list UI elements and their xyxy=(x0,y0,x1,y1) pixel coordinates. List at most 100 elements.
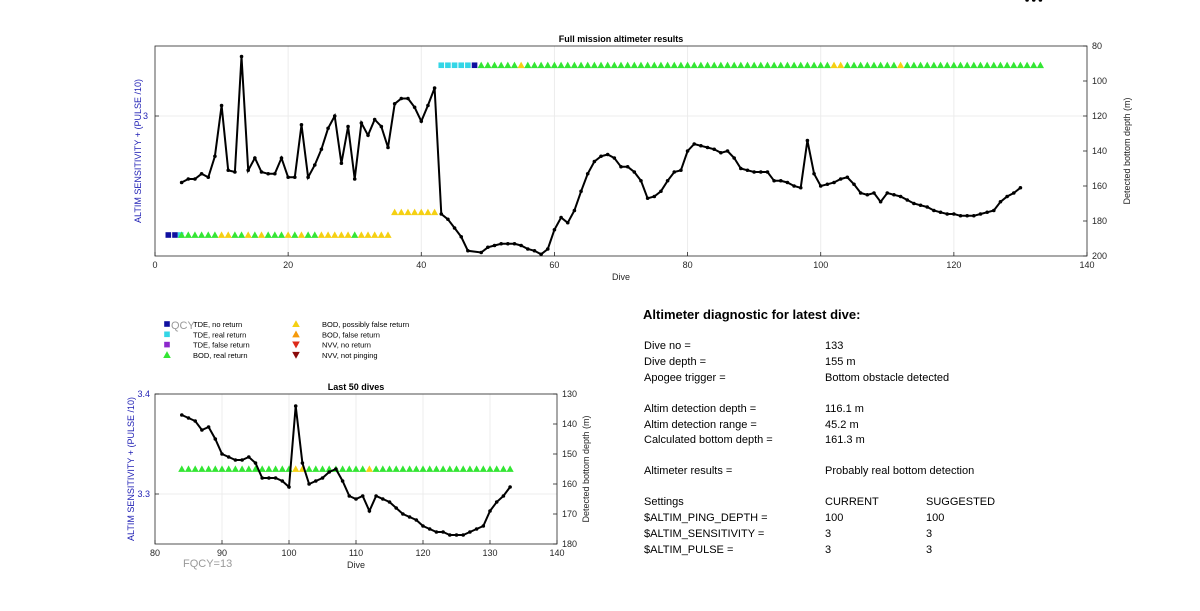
bod-marker xyxy=(506,465,514,472)
depth-point xyxy=(253,156,257,160)
bod-marker xyxy=(318,465,327,472)
bod-marker xyxy=(431,208,439,216)
bod-marker xyxy=(817,61,825,69)
bod-marker xyxy=(284,231,292,238)
x-tick-label: 80 xyxy=(683,260,693,270)
depth-point xyxy=(179,180,184,185)
bod-marker xyxy=(224,231,232,238)
bod-marker xyxy=(264,231,272,238)
bod-marker xyxy=(419,465,427,472)
bod-marker xyxy=(664,61,672,69)
legend-label: TDE, real return xyxy=(193,330,246,339)
depth-point xyxy=(719,150,723,155)
y-right-tick-label: 160 xyxy=(1092,181,1107,191)
bod-marker xyxy=(205,465,213,472)
legend-label: BOD, possibly false return xyxy=(322,320,409,329)
depth-point xyxy=(992,208,996,213)
depth-point xyxy=(692,142,697,146)
bod-marker xyxy=(837,61,845,69)
bod-marker xyxy=(877,61,885,69)
depth-point xyxy=(481,524,486,528)
depth-point xyxy=(552,227,557,232)
depth-point xyxy=(233,170,237,174)
depth-point xyxy=(219,103,224,108)
bod-marker xyxy=(424,208,432,216)
depth-point xyxy=(320,476,325,480)
depth-point xyxy=(193,177,197,181)
depth-point xyxy=(772,178,776,183)
depth-point xyxy=(220,452,224,456)
apogee-trigger-label: Apogee trigger = xyxy=(644,372,726,384)
altim-detection-range-label: Altim detection range = xyxy=(644,419,757,431)
bod-marker xyxy=(265,465,273,472)
bod-marker xyxy=(1010,61,1018,69)
bod-marker xyxy=(377,231,385,238)
depth-point xyxy=(394,506,399,510)
bod-marker xyxy=(910,61,918,69)
depth-point xyxy=(327,470,332,474)
bod-marker xyxy=(710,61,718,69)
bod-marker xyxy=(272,465,280,472)
bod-marker xyxy=(723,61,732,69)
depth-point xyxy=(685,149,690,153)
depth-point xyxy=(287,485,291,489)
bod-marker xyxy=(459,465,467,472)
bod-marker xyxy=(564,61,572,69)
depth-point xyxy=(679,168,683,173)
bod-marker xyxy=(763,61,772,69)
depth-point xyxy=(239,54,244,59)
depth-point xyxy=(279,156,284,160)
depth-point xyxy=(845,175,850,180)
bod-marker xyxy=(963,61,971,69)
depth-point xyxy=(226,168,231,173)
bod-marker xyxy=(406,465,414,472)
y-right-axis-label: Detected bottom depth (m) xyxy=(1122,97,1132,204)
bod-marker xyxy=(490,61,499,69)
x-tick-label: 20 xyxy=(283,260,293,270)
depth-point xyxy=(206,175,211,180)
depth-point xyxy=(732,156,736,160)
depth-point xyxy=(545,247,550,251)
altim-detection-range-value: 45.2 m xyxy=(825,419,859,431)
bod-marker xyxy=(670,61,678,69)
depth-point xyxy=(492,243,497,248)
y-right-tick-label: 140 xyxy=(1092,146,1107,156)
depth-point xyxy=(865,192,870,197)
setting-name-sensitivity: $ALTIM_SENSITIVITY = xyxy=(644,528,765,540)
bod-marker xyxy=(717,61,725,69)
depth-point xyxy=(374,494,378,498)
depth-point xyxy=(832,180,836,185)
legend-square-icon xyxy=(164,331,170,338)
tde-marker xyxy=(172,232,178,238)
depth-point xyxy=(532,248,537,253)
bod-marker xyxy=(231,231,239,238)
bod-marker xyxy=(770,61,778,69)
bod-marker xyxy=(191,231,199,238)
depth-point xyxy=(446,217,450,222)
bod-marker xyxy=(617,61,625,69)
depth-point xyxy=(499,241,503,246)
bod-marker xyxy=(637,61,645,69)
depth-point xyxy=(699,143,703,148)
depth-point xyxy=(379,124,384,129)
setting-suggested-ping-depth: 100 xyxy=(926,512,945,524)
bod-marker xyxy=(497,61,505,69)
x-tick-label: 40 xyxy=(416,260,426,270)
x-tick-label: 110 xyxy=(349,548,363,558)
depth-point xyxy=(978,212,983,216)
bod-marker xyxy=(432,465,440,472)
x-tick-label: 90 xyxy=(217,548,227,558)
bod-marker xyxy=(1036,61,1044,69)
depth-point xyxy=(448,533,452,537)
depth-point xyxy=(501,494,506,498)
depth-point xyxy=(386,145,390,150)
bod-marker xyxy=(537,61,545,69)
legend-label: NVV, no return xyxy=(322,341,371,350)
depth-point xyxy=(392,101,397,106)
depth-point xyxy=(226,455,231,459)
bod-marker xyxy=(983,61,991,69)
bod-marker xyxy=(730,61,738,69)
depth-point xyxy=(1018,185,1023,190)
bod-marker xyxy=(439,465,447,472)
bod-marker xyxy=(446,465,454,472)
